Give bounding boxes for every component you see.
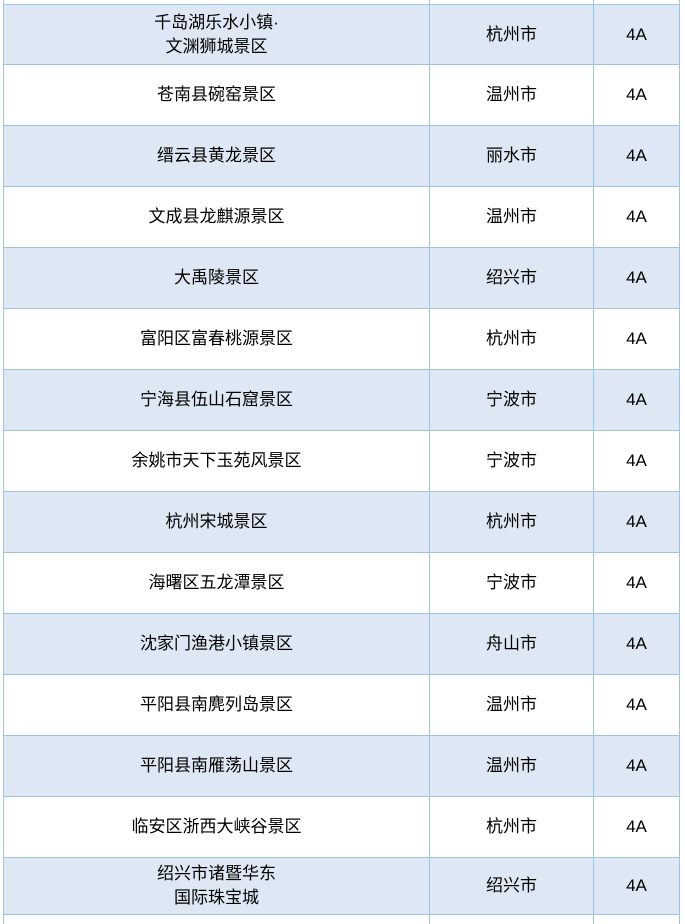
scenic-name-cell: 苍南县碗窑景区 [3, 64, 430, 126]
city-cell: 宁波市 [429, 552, 594, 614]
scenic-name-cell: 平阳县南雁荡山景区 [3, 735, 430, 797]
empty-cell [593, 914, 680, 924]
grade-cell: 4A [593, 186, 680, 248]
table-row-partial-bottom [3, 914, 680, 924]
grade-cell: 4A [593, 613, 680, 675]
city-cell: 宁波市 [429, 369, 594, 431]
table-row: 余姚市天下玉苑风景区 宁波市 4A [3, 430, 680, 492]
scenic-name-cell: 绍兴市诸暨华东 国际珠宝城 [3, 857, 430, 915]
table-row: 临安区浙西大峡谷景区 杭州市 4A [3, 796, 680, 858]
scenic-name-cell: 余姚市天下玉苑风景区 [3, 430, 430, 492]
city-cell: 杭州市 [429, 491, 594, 553]
scenic-name-cell: 富阳区富春桃源景区 [3, 308, 430, 370]
grade-cell: 4A [593, 491, 680, 553]
city-cell: 杭州市 [429, 4, 594, 65]
table-row: 富阳区富春桃源景区 杭州市 4A [3, 308, 680, 370]
table-row: 文成县龙麒源景区 温州市 4A [3, 186, 680, 248]
scenic-name-cell: 沈家门渔港小镇景区 [3, 613, 430, 675]
scenic-name-cell: 杭州宋城景区 [3, 491, 430, 553]
city-cell: 温州市 [429, 735, 594, 797]
table-row: 海曙区五龙潭景区 宁波市 4A [3, 552, 680, 614]
city-cell: 绍兴市 [429, 857, 594, 915]
table-row: 大禹陵景区 绍兴市 4A [3, 247, 680, 309]
scenic-name-cell: 临安区浙西大峡谷景区 [3, 796, 430, 858]
table-row: 宁海县伍山石窟景区 宁波市 4A [3, 369, 680, 431]
scenic-name-cell: 文成县龙麒源景区 [3, 186, 430, 248]
table-row: 苍南县碗窑景区 温州市 4A [3, 64, 680, 126]
grade-cell: 4A [593, 796, 680, 858]
scenic-name-cell: 千岛湖乐水小镇· 文渊狮城景区 [3, 4, 430, 65]
table-row: 沈家门渔港小镇景区 舟山市 4A [3, 613, 680, 675]
scenic-name-cell: 平阳县南麂列岛景区 [3, 674, 430, 736]
city-cell: 温州市 [429, 186, 594, 248]
grade-cell: 4A [593, 4, 680, 65]
scenic-name-cell: 海曙区五龙潭景区 [3, 552, 430, 614]
city-cell: 绍兴市 [429, 247, 594, 309]
empty-cell [3, 914, 430, 924]
city-cell: 杭州市 [429, 796, 594, 858]
city-cell: 温州市 [429, 64, 594, 126]
scenic-area-table: 千岛湖乐水小镇· 文渊狮城景区 杭州市 4A 苍南县碗窑景区 温州市 4A 缙云… [3, 0, 680, 924]
grade-cell: 4A [593, 308, 680, 370]
city-cell: 宁波市 [429, 430, 594, 492]
city-cell: 温州市 [429, 674, 594, 736]
scenic-name-cell: 宁海县伍山石窟景区 [3, 369, 430, 431]
grade-cell: 4A [593, 369, 680, 431]
grade-cell: 4A [593, 674, 680, 736]
table-row: 缙云县黄龙景区 丽水市 4A [3, 125, 680, 187]
city-cell: 舟山市 [429, 613, 594, 675]
grade-cell: 4A [593, 735, 680, 797]
table-row: 千岛湖乐水小镇· 文渊狮城景区 杭州市 4A [3, 4, 680, 65]
grade-cell: 4A [593, 430, 680, 492]
grade-cell: 4A [593, 64, 680, 126]
table-row: 杭州宋城景区 杭州市 4A [3, 491, 680, 553]
city-cell: 丽水市 [429, 125, 594, 187]
grade-cell: 4A [593, 247, 680, 309]
scenic-name-cell: 缙云县黄龙景区 [3, 125, 430, 187]
grade-cell: 4A [593, 857, 680, 915]
scenic-name-cell: 大禹陵景区 [3, 247, 430, 309]
table-row: 平阳县南麂列岛景区 温州市 4A [3, 674, 680, 736]
grade-cell: 4A [593, 552, 680, 614]
table-row: 平阳县南雁荡山景区 温州市 4A [3, 735, 680, 797]
table-row: 绍兴市诸暨华东 国际珠宝城 绍兴市 4A [3, 857, 680, 915]
empty-cell [429, 914, 594, 924]
city-cell: 杭州市 [429, 308, 594, 370]
grade-cell: 4A [593, 125, 680, 187]
